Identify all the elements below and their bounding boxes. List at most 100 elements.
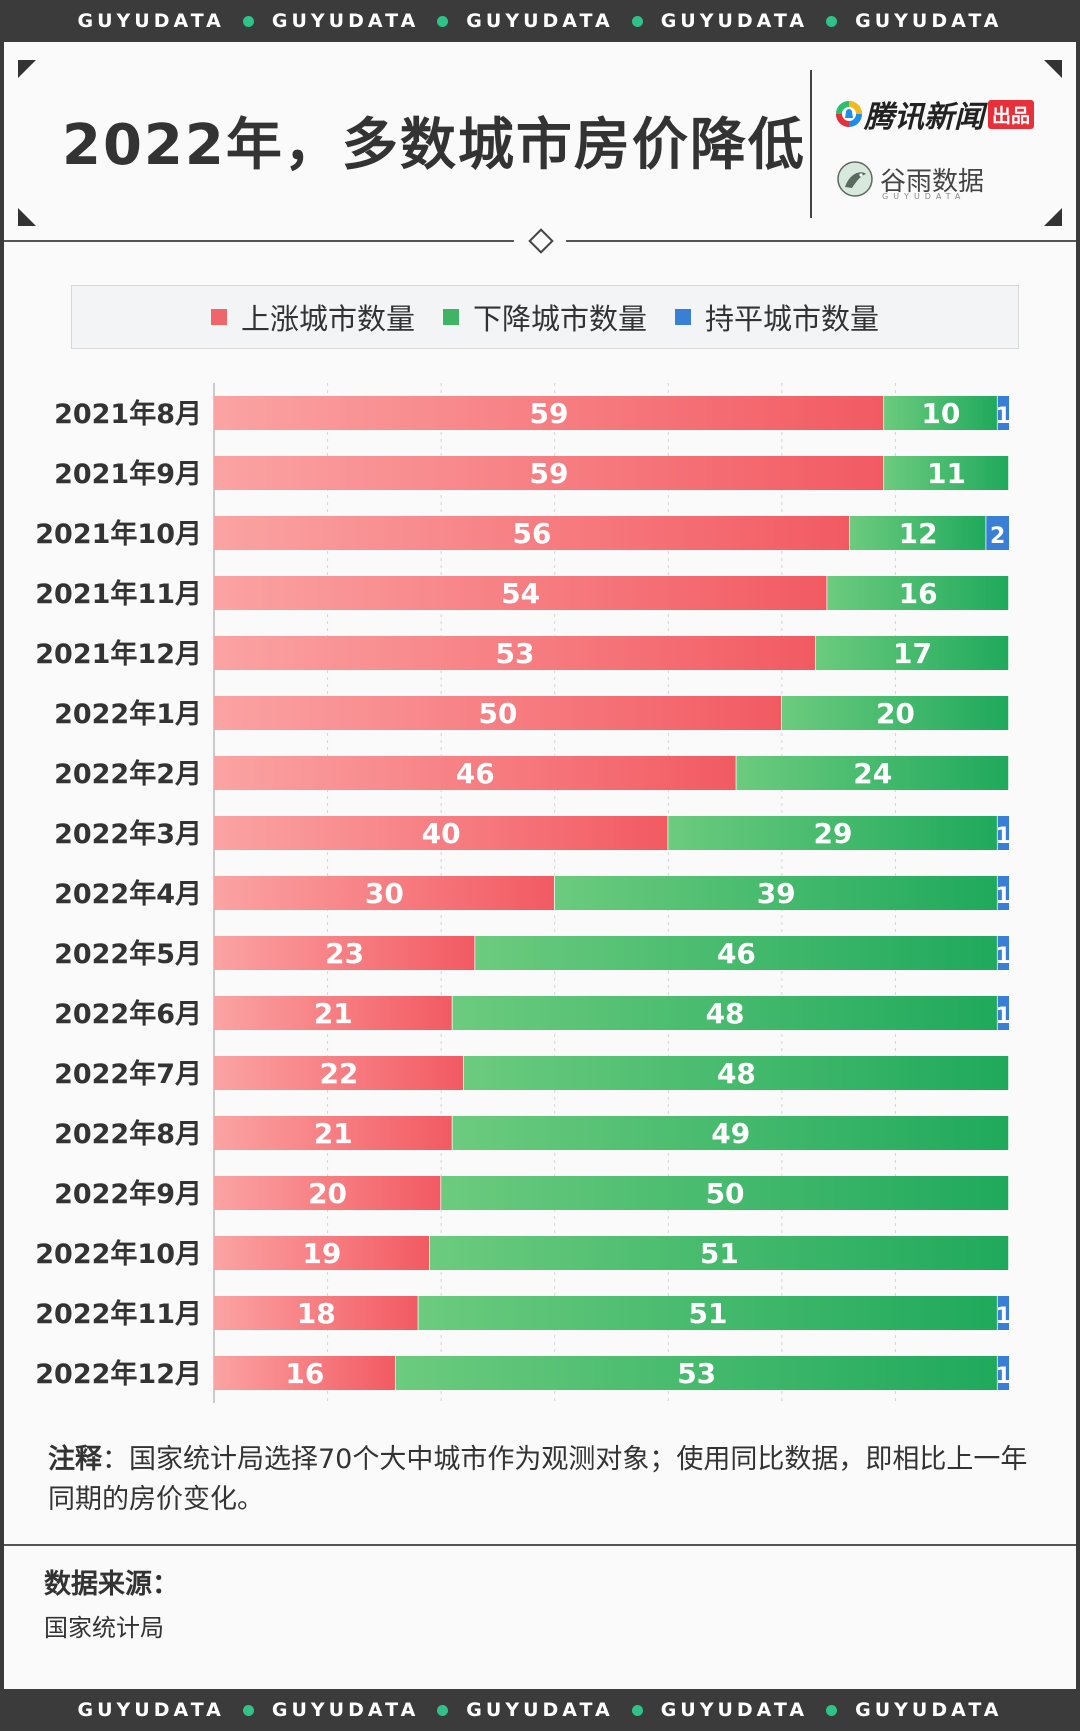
legend-item-flat: 持平城市数量 [675,296,879,338]
banner-dot [631,15,643,27]
bar-segment-fall [429,1236,1009,1270]
data-label: 59 [530,397,569,430]
y-tick-label: 2022年2月 [54,758,202,790]
brand-secondary-sub: GUYUDATA [882,192,966,201]
bottom-banner: GUYUDATA GUYUDATA GUYUDATA GUYUDATA GUYU… [0,1689,1080,1731]
bar-segment-fall [418,1296,998,1330]
banner-text: GUYUDATA [271,10,420,32]
legend-label: 下降城市数量 [472,302,647,336]
y-tick-label: 2021年9月 [54,458,202,490]
banner-dot [242,1704,254,1716]
bar-segment-rise [214,396,885,430]
data-label: 24 [853,757,892,790]
data-label: 2 [990,524,1005,549]
infographic-card: 2022年，多数城市房价降低 腾讯新闻 出品 谷雨数据 GUYUDATA 上涨城… [4,42,1076,1689]
data-label: 48 [717,1057,756,1090]
corner-mark [1044,60,1062,78]
bar-segment-rise [214,1356,396,1390]
data-label: 10 [921,397,960,430]
data-label: 1 [996,404,1011,429]
data-label: 12 [899,517,938,550]
bar-segment-flat [997,1296,1009,1330]
bar-segment-fall [395,1356,998,1390]
banner-text: GUYUDATA [660,10,809,32]
data-label: 46 [717,937,756,970]
bar-segment-rise [214,516,850,550]
y-tick-label: 2021年11月 [35,578,202,610]
bar-segment-rise [214,1296,419,1330]
bar-segment-fall [452,996,998,1030]
data-label: 11 [927,457,966,490]
guyu-data-brand: 谷雨数据 GUYUDATA [836,160,985,201]
data-label: 53 [677,1357,716,1390]
bar-segment-fall [475,936,998,970]
data-label: 1 [996,1364,1011,1389]
data-label: 56 [513,517,552,550]
bar-segment-flat [997,936,1009,970]
bar-segment-rise [214,876,555,910]
data-label: 1 [996,1004,1011,1029]
bar-segment-flat [997,816,1009,850]
bar-segment-flat [997,1356,1009,1390]
header-rule [566,240,1076,242]
y-tick-label: 2022年3月 [54,818,202,850]
legend-item-rise: 上涨城市数量 [210,296,415,338]
y-tick-label: 2022年11月 [35,1298,202,1330]
source-divider [4,1544,1076,1546]
y-tick-label: 2022年12月 [35,1358,202,1390]
data-label: 39 [757,877,796,910]
source-value: 国家统计局 [44,1614,164,1642]
legend-swatch-fall [442,309,459,325]
data-label: 21 [314,1117,353,1150]
bar-segment-rise [214,576,828,610]
legend-swatch-flat [675,309,691,325]
bar-segment-flat [986,516,1009,550]
bar-segment-fall [463,1056,1009,1090]
y-tick-label: 2022年4月 [54,878,202,910]
data-label: 16 [899,577,938,610]
guyu-logo-icon [837,161,873,197]
banner-text: GUYUDATA [77,1699,225,1721]
bar-segment-fall [668,816,998,850]
data-label: 21 [314,997,353,1030]
data-label: 18 [297,1297,336,1330]
bar-segment-flat [997,396,1009,430]
bar-segment-rise [214,1176,442,1210]
bar-segment-fall [554,876,998,910]
header-divider [810,70,812,218]
banner-text: GUYUDATA [271,1699,420,1721]
banner-dot [826,15,838,27]
bar-segment-rise [214,696,782,730]
banner-text: GUYUDATA [855,1699,1003,1721]
page-title: 2022年，多数城市房价降低 [62,113,806,178]
note-label: 注释 [48,1444,102,1475]
chart-legend: 上涨城市数量 下降城市数量 持平城市数量 [71,285,1019,349]
bar-segment-rise [214,1056,464,1090]
data-label: 40 [422,817,461,850]
data-label: 59 [530,457,569,490]
data-label: 1 [996,824,1011,849]
banner-text: GUYUDATA [466,1699,614,1721]
banner-dot [242,15,254,27]
data-label: 53 [495,637,534,670]
legend-item-fall: 下降城市数量 [442,296,647,338]
bar-segment-flat [997,876,1009,910]
tencent-news-icon [836,101,862,127]
data-label: 20 [876,697,915,730]
bar-segment-rise [214,1116,453,1150]
bar-segment-fall [736,756,1009,790]
data-label: 1 [996,884,1011,909]
y-tick-label: 2022年9月 [54,1178,202,1210]
bar-segment-fall [850,516,987,550]
bar-segment-rise [214,1236,430,1270]
corner-mark [18,208,36,226]
bar-segment-fall [884,396,998,430]
data-label: 22 [319,1057,358,1090]
banner-text: GUYUDATA [466,10,614,32]
banner-dot [631,1704,643,1716]
brand-primary-name: 腾讯新闻 [864,100,984,135]
brand-secondary-name: 谷雨数据 [880,166,985,197]
banner-dot [826,1704,838,1716]
data-label: 29 [813,817,852,850]
bar-segment-fall [815,636,1009,670]
